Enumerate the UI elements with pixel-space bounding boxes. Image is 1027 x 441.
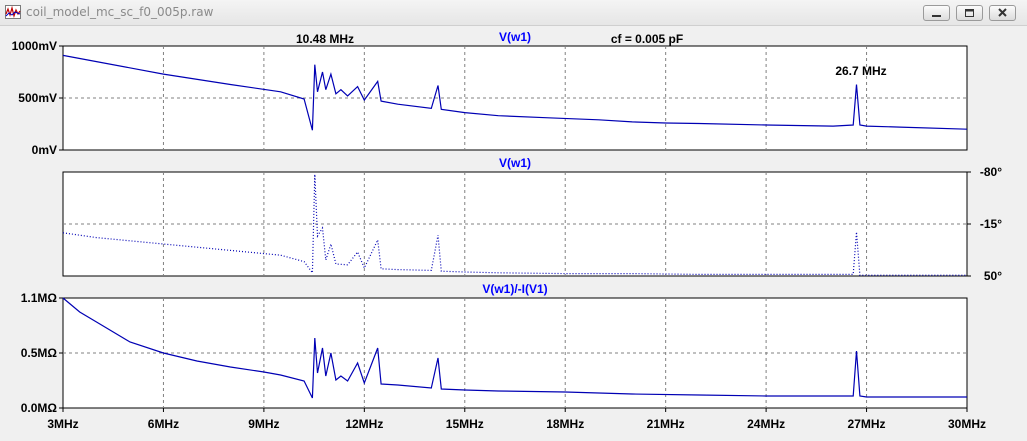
y-tick-label: 0.5MΩ: [21, 346, 58, 360]
trace-line: [62, 297, 967, 399]
x-tick-label: 24MHz: [747, 417, 785, 431]
y-tick-label: 1000mV: [12, 39, 57, 53]
x-tick-label: 15MHz: [446, 417, 484, 431]
chart-panel-1: 0mV 500mV 1000mV V(w1): [12, 30, 968, 157]
trace-line: [62, 174, 967, 276]
y-tick-label: 50°: [984, 269, 1002, 283]
y-tick-label: 500mV: [18, 91, 57, 105]
y-tick-label: 0.0MΩ: [21, 401, 58, 415]
x-tick-label: 12MHz: [345, 417, 383, 431]
y-tick-label: 0mV: [32, 143, 57, 157]
waveform-plot[interactable]: 0mV 500mV 1000mV V(w1) 50° -15° -80° V(w1) 0.0MΩ…: [0, 26, 1027, 441]
chart-panel-2: 50° -15° -80° V(w1): [62, 156, 1002, 283]
x-tick-label: 9MHz: [248, 417, 279, 431]
chart-title: V(w1): [499, 30, 531, 44]
restore-icon: [965, 9, 974, 17]
close-button[interactable]: [989, 5, 1016, 21]
x-tick-label: 6MHz: [148, 417, 179, 431]
close-icon: [998, 8, 1007, 17]
marker-label-26-7: 26.7 MHz: [835, 64, 886, 78]
y-tick-label: 1.1MΩ: [21, 291, 58, 305]
x-tick-label: 18MHz: [546, 417, 584, 431]
minimize-icon: [932, 15, 941, 17]
window-titlebar: coil_model_mc_sc_f0_005p.raw: [0, 0, 1027, 26]
x-tick-label: 3MHz: [47, 417, 78, 431]
chart-title: V(w1)/-I(V1): [482, 282, 547, 296]
y-tick-label: -80°: [980, 165, 1002, 179]
x-tick-label: 21MHz: [647, 417, 685, 431]
waveform-file-icon: [5, 5, 21, 19]
chart-title: V(w1): [499, 156, 531, 170]
y-tick-label: -15°: [980, 217, 1002, 231]
x-tick-label: 27MHz: [848, 417, 886, 431]
x-tick-label: 30MHz: [948, 417, 986, 431]
restore-button[interactable]: [956, 5, 983, 21]
param-label: cf = 0.005 pF: [611, 32, 683, 46]
window-title: coil_model_mc_sc_f0_005p.raw: [26, 5, 214, 19]
chart-panel-3: 0.0MΩ 0.5MΩ 1.1MΩ V(w1)/-I(V1): [21, 282, 968, 415]
marker-label-10-48: 10.48 MHz: [296, 32, 354, 46]
minimize-button[interactable]: [923, 5, 950, 21]
trace-line: [62, 54, 968, 131]
